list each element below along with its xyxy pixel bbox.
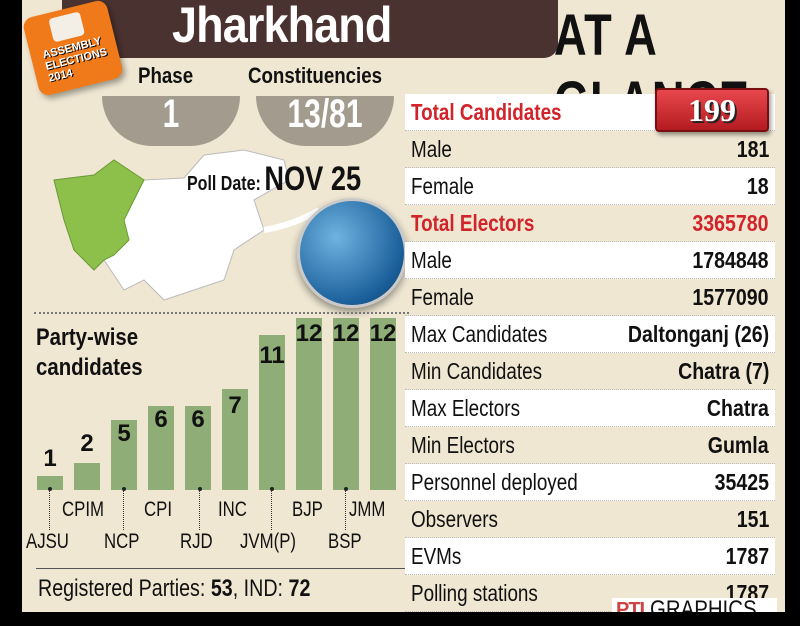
bar-rjd — [185, 406, 211, 490]
tick-line — [345, 490, 346, 530]
category-label: JMM — [349, 498, 386, 521]
stat-row-total-electors: Total Electors 3365780 — [405, 205, 775, 242]
stat-row: Max Electors Chatra — [405, 390, 775, 427]
ballot-box-icon: ASSEMBLY ELECTIONS 2014 — [22, 0, 125, 98]
category-label: CPI — [144, 498, 173, 521]
stats-table: Total Candidates 199 Male 181 Female 18 To… — [405, 88, 775, 612]
stat-row: Female 18 — [405, 168, 775, 205]
stat-row: Max Candidates Daltonganj (26) — [405, 316, 775, 353]
category-label: RJD — [180, 530, 213, 553]
tick-dot — [270, 487, 274, 491]
page-title: Jharkhand — [172, 0, 392, 53]
bar-jvmp — [259, 335, 285, 490]
bar-bjp — [296, 318, 322, 490]
tick-dot — [344, 487, 348, 491]
stat-row-total-candidates: Total Candidates 199 — [405, 88, 775, 132]
total-candidates-badge: 199 — [655, 88, 769, 132]
phase-label: Phase — [138, 63, 194, 88]
election-badge: ASSEMBLY ELECTIONS 2014 — [41, 35, 109, 85]
registered-parties: Registered Parties: 53, IND: 72 — [38, 575, 311, 602]
tick-line — [271, 490, 272, 530]
category-label: NCP — [104, 530, 140, 553]
bar-ajsu — [37, 476, 63, 490]
poll-date-value: NOV 25 — [264, 160, 362, 198]
india-globe-icon — [297, 198, 407, 308]
bar-cpi — [148, 406, 174, 490]
chart-title: Party-wise candidates — [36, 324, 143, 381]
footer-divider — [36, 568, 406, 569]
phase-badge: 1 — [102, 92, 240, 146]
category-label: BSP — [328, 530, 362, 553]
constituencies-badge: 13/81 — [256, 92, 394, 146]
pti-graphics-credit: PTI GRAPHICS — [612, 596, 777, 612]
stat-row: Personnel deployed 35425 — [405, 464, 775, 501]
constituencies-label: Constituencies — [248, 63, 383, 88]
infographic: Jharkhand ASSEMBLY ELECTIONS 2014 AT A G… — [22, 0, 785, 612]
tick-dot — [122, 487, 126, 491]
tick-line — [49, 490, 50, 530]
title-bar: Jharkhand — [62, 0, 558, 58]
category-label: INC — [218, 498, 247, 521]
bar-inc — [222, 389, 248, 490]
bar-ncp — [111, 420, 137, 490]
jharkhand-map — [53, 149, 321, 301]
constituencies-value: 13/81 — [287, 92, 363, 136]
stat-row: Min Candidates Chatra (7) — [405, 353, 775, 390]
ballot-slot — [48, 11, 86, 43]
tick-line — [199, 490, 200, 530]
pti-logo: PTI — [616, 599, 645, 612]
tick-dot — [48, 487, 52, 491]
category-label: CPIM — [62, 498, 104, 521]
poll-date: Poll Date: NOV 25 — [187, 160, 361, 199]
tick-line — [123, 490, 124, 530]
bar-bsp — [333, 318, 359, 490]
bar-cpim — [74, 463, 100, 490]
category-label: BJP — [292, 498, 323, 521]
stat-row: Min Electors Gumla — [405, 427, 775, 464]
poll-date-label: Poll Date: — [187, 173, 261, 195]
section-divider — [34, 312, 409, 314]
category-label: AJSU — [26, 530, 69, 553]
tick-dot — [198, 487, 202, 491]
stat-row: EVMs 1787 — [405, 538, 775, 575]
stat-row: Male 1784848 — [405, 242, 775, 279]
category-label: JVM(P) — [240, 530, 296, 553]
phase-value: 1 — [162, 92, 180, 136]
bar-jmm — [370, 318, 396, 490]
stat-row: Female 1577090 — [405, 279, 775, 316]
stat-row: Observers 151 — [405, 501, 775, 538]
stat-row: Male 181 — [405, 131, 775, 168]
